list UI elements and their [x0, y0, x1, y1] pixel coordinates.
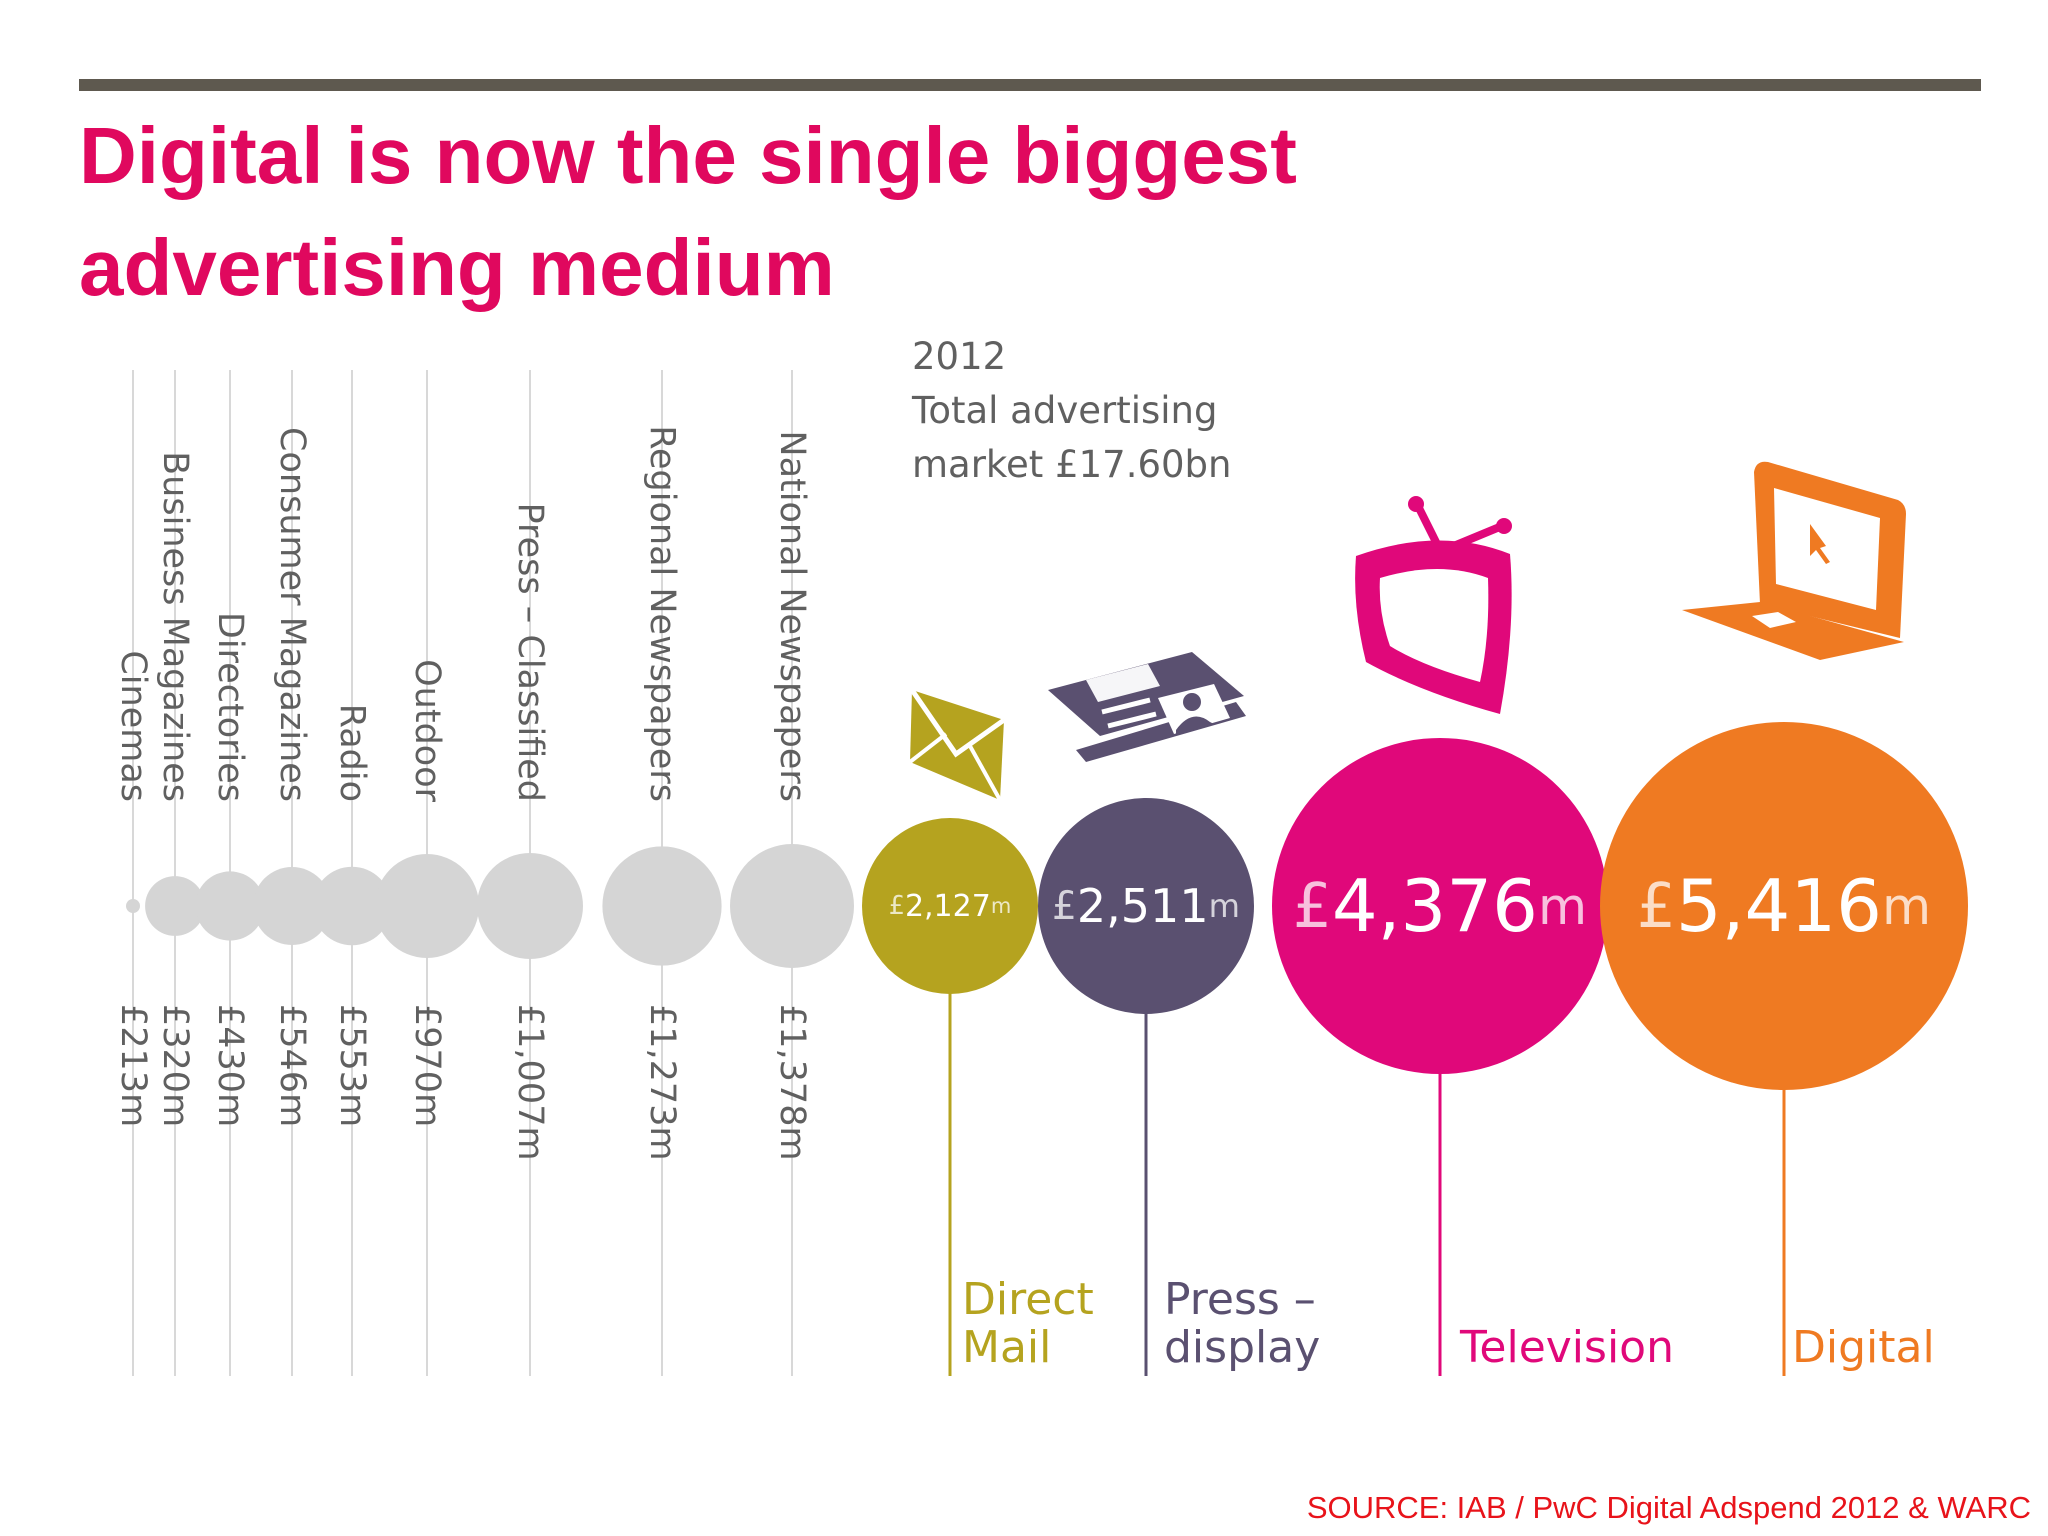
bubble-cinemas	[126, 899, 140, 913]
total-caption: Total advertising	[912, 389, 1218, 432]
value-label-regional-newspapers: £1,273m	[642, 1004, 682, 1161]
bubble-national-newspapers	[730, 844, 854, 968]
value-label-consumer-magazines: £546m	[272, 1004, 312, 1127]
bubble-press-classified	[477, 853, 583, 959]
category-label-directories: Directories	[210, 612, 250, 802]
category-label-press-classified: Press – Classified	[510, 503, 550, 802]
value-label-press-classified: £1,007m	[510, 1004, 550, 1161]
category-label-digital: Digital	[1792, 1322, 1935, 1373]
page-title: Digital is now the single biggest advert…	[79, 100, 1579, 324]
value-label-radio: £553m	[332, 1004, 372, 1127]
value-label-cinemas: £213m	[113, 1004, 153, 1127]
value-label-business-magazines: £320m	[155, 1004, 195, 1127]
envelope-icon	[908, 688, 1006, 801]
bubble-television	[1272, 738, 1608, 1074]
total-year: 2012	[912, 335, 1007, 378]
value-label-directories: £430m	[210, 1004, 250, 1127]
category-label-radio: Radio	[332, 704, 372, 802]
value-label-press-display: £2,511m	[1052, 879, 1240, 933]
category-label-press-display-line-1: Press –	[1164, 1274, 1316, 1325]
bubble-directories	[195, 871, 265, 941]
bubble-radio	[312, 866, 392, 946]
bubble-press-display	[1038, 798, 1254, 1014]
top-rule	[79, 79, 1981, 91]
category-label-direct-mail-line-1: Direct	[962, 1274, 1094, 1325]
value-label-direct-mail: £2,127m	[889, 889, 1012, 924]
small-media-group: Cinemas £213m Business Magazines £320m Direc…	[113, 370, 854, 1376]
value-label-television: £4,376m	[1293, 864, 1587, 948]
category-label-cinemas: Cinemas	[113, 650, 153, 802]
category-label-television: Television	[1459, 1322, 1674, 1373]
laptop-icon	[1682, 461, 1906, 660]
bubble-regional-newspapers	[602, 846, 722, 966]
total-value: market £17.60bn	[912, 443, 1232, 486]
newspaper-icon	[1048, 652, 1246, 762]
source-note: SOURCE: IAB / PwC Digital Adspend 2012 &…	[1306, 1490, 2031, 1525]
total-market-label: 2012 Total advertising market £17.60bn	[912, 330, 1231, 492]
category-label-national-newspapers: National Newspapers	[772, 430, 812, 802]
title-line-1: Digital is now the single biggest	[79, 111, 1297, 200]
bubble-consumer-magazines	[253, 867, 331, 945]
title-line-2: advertising medium	[79, 223, 835, 312]
bubble-digital	[1600, 722, 1968, 1090]
category-label-direct-mail-line-2: Mail	[962, 1322, 1051, 1373]
value-label-national-newspapers: £1,378m	[772, 1004, 812, 1161]
category-label-consumer-magazines: Consumer Magazines	[272, 427, 312, 802]
bubble-business-magazines	[145, 876, 205, 936]
bubble-direct-mail	[862, 818, 1038, 994]
tv-icon	[1355, 496, 1512, 714]
category-label-regional-newspapers: Regional Newspapers	[642, 425, 682, 802]
bubble-outdoor	[375, 854, 479, 958]
category-label-press-display-line-2: display	[1164, 1322, 1320, 1373]
category-label-business-magazines: Business Magazines	[155, 451, 195, 802]
value-label-outdoor: £970m	[407, 1004, 447, 1127]
category-label-outdoor: Outdoor	[407, 659, 447, 802]
value-label-digital: £5,416m	[1637, 864, 1931, 948]
